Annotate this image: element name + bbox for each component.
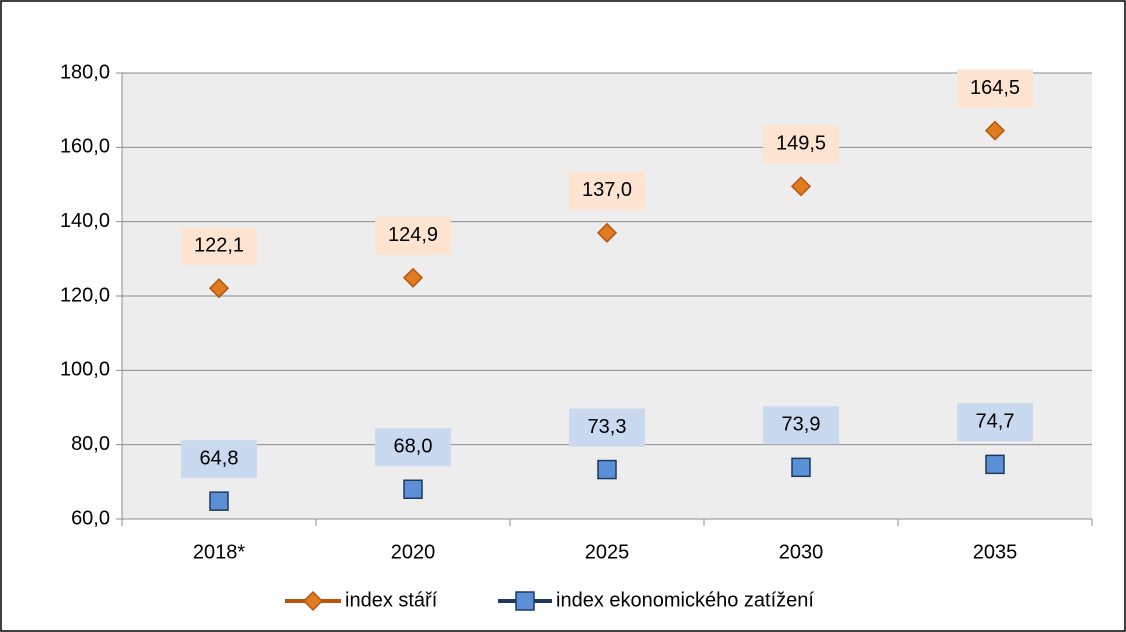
x-tick-label: 2025 — [585, 541, 630, 563]
data-label-bg — [957, 69, 1033, 108]
data-label-bg — [375, 428, 451, 467]
x-tick-label: 2020 — [391, 541, 436, 563]
data-label: 124,9 — [388, 224, 438, 246]
marker — [597, 459, 617, 480]
y-tick-label: 60,0 — [71, 507, 110, 529]
data-label-bg — [763, 406, 839, 445]
marker — [985, 454, 1005, 475]
y-tick-label: 160,0 — [60, 136, 110, 158]
data-label: 164,5 — [970, 77, 1020, 99]
y-tick-label: 180,0 — [60, 61, 110, 83]
data-label-bg — [763, 125, 839, 164]
data-label-bg — [181, 440, 257, 479]
marker — [791, 457, 811, 478]
y-tick-label: 120,0 — [60, 284, 110, 306]
data-label: 137,0 — [582, 179, 632, 201]
y-tick-label: 80,0 — [71, 433, 110, 455]
marker — [984, 120, 1006, 141]
marker — [790, 176, 812, 197]
data-label-bg — [375, 216, 451, 255]
data-label: 73,3 — [588, 416, 627, 438]
data-label: 149,5 — [776, 133, 826, 155]
data-label: 64,8 — [200, 447, 239, 469]
y-tick-label: 140,0 — [60, 210, 110, 232]
legend-label: index stáří — [345, 589, 438, 611]
data-label-bg — [181, 227, 257, 266]
data-label-bg — [957, 403, 1033, 442]
legend-label: index ekonomického zatížení — [556, 589, 814, 611]
x-tick-label: 2018* — [193, 541, 245, 563]
marker — [402, 267, 424, 288]
marker — [403, 479, 423, 500]
data-label: 73,9 — [782, 414, 821, 436]
data-label-bg — [569, 408, 645, 447]
legend-marker — [302, 590, 324, 612]
data-label: 68,0 — [394, 436, 433, 458]
marker — [596, 222, 618, 243]
marker — [208, 278, 230, 299]
data-label-bg — [569, 171, 645, 210]
data-label: 74,7 — [976, 411, 1015, 433]
y-tick-label: 100,0 — [60, 359, 110, 381]
x-tick-label: 2030 — [779, 541, 824, 563]
marker — [209, 491, 229, 511]
x-tick-label: 2035 — [973, 541, 1018, 563]
data-label: 122,1 — [194, 234, 244, 256]
legend-marker — [515, 591, 535, 611]
